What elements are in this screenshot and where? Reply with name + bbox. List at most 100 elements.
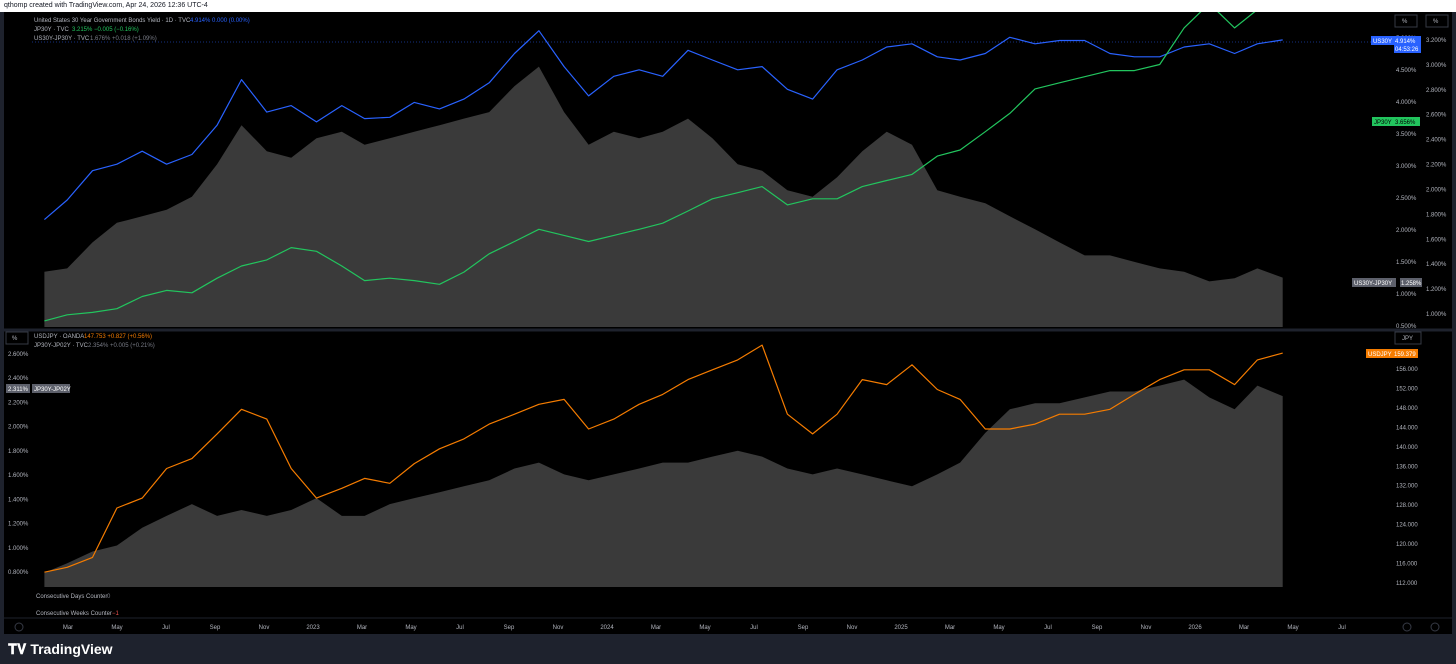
us30y-tag-value: 4.914% xyxy=(1395,39,1416,45)
bottom-scale-right-label: JPY xyxy=(1402,336,1413,342)
legend-usdjpy-value: 147.753 +0.827 (+0.56%) xyxy=(84,334,152,340)
settings-gear-icon[interactable] xyxy=(1430,622,1440,632)
legend-spread-value: 1.676% +0.018 (+1.09%) xyxy=(90,36,157,42)
jp30y-jp02y-area xyxy=(44,379,1283,587)
bottom-axis-left-tick: 2.000% xyxy=(8,425,29,431)
time-axis-tick: Jul xyxy=(1044,625,1052,631)
top-axis-outer-tick: 1.200% xyxy=(1426,287,1447,293)
jpspread-value-box xyxy=(6,384,30,393)
usdjpy-tag: USDJPY xyxy=(1368,352,1392,358)
bottom-axis-right-tick: 132.000 xyxy=(1396,484,1418,490)
top-axis-inner-tick: 2.500% xyxy=(1396,196,1417,202)
time-axis-tick: Nov xyxy=(259,625,270,631)
days-counter-value: 0 xyxy=(107,594,111,600)
time-axis-tick: May xyxy=(405,625,416,631)
weeks-counter-value: −1 xyxy=(112,611,120,617)
time-axis-tick: Jul xyxy=(162,625,170,631)
time-axis-tick: Mar xyxy=(1239,625,1249,631)
bottom-scale-left-label: % xyxy=(12,336,18,342)
bottom-axis-right-tick: 156.000 xyxy=(1396,367,1418,373)
us30y-tag: US30Y xyxy=(1373,39,1392,45)
us30y-countdown-box xyxy=(1394,45,1421,53)
time-axis-tick: 2024 xyxy=(600,625,614,631)
legend-jp30y-name: JP30Y · TVC xyxy=(34,27,69,33)
auto-scale-icon[interactable] xyxy=(1402,622,1412,632)
bottom-axis-left-tick: 1.000% xyxy=(8,546,29,552)
time-axis-tick: Mar xyxy=(945,625,955,631)
time-axis-tick: May xyxy=(993,625,1004,631)
time-axis-tick: Nov xyxy=(553,625,564,631)
us30y-jp30y-area xyxy=(44,66,1283,327)
time-axis-tick: Mar xyxy=(63,625,73,631)
time-axis-tick: 2025 xyxy=(894,625,908,631)
footer-bar: 𝐓𝐕 TradingView xyxy=(0,634,1456,664)
top-axis-outer[interactable]: 3.200% 3.000% 2.800% 2.600% 2.400% 2.200% 2.00… xyxy=(1426,38,1447,318)
top-axis-inner-tick: 2.000% xyxy=(1396,228,1417,234)
top-axis-outer-tick: 2.600% xyxy=(1426,113,1447,119)
spread-value-box xyxy=(1400,278,1422,287)
time-axis-tick: 2026 xyxy=(1188,625,1202,631)
line-layer xyxy=(44,12,1283,573)
bottom-axis-right[interactable]: 156.000 152.000 148.000 144.000 140.000 136.0… xyxy=(1396,367,1418,587)
bottom-legend: USDJPY · OANDA 147.753 +0.827 (+0.56%) J… xyxy=(34,334,155,349)
top-scale-button-inner[interactable] xyxy=(1394,14,1418,28)
top-axis-outer-tick: 1.600% xyxy=(1426,237,1447,243)
bottom-axis-right-tick: 120.000 xyxy=(1396,542,1418,548)
time-axis-tick: Sep xyxy=(798,625,809,631)
time-axis-tick: Sep xyxy=(504,625,515,631)
bottom-axis-right-tick: 140.000 xyxy=(1396,445,1418,451)
legend-jpspread-name: JP30Y-JP02Y · TVC xyxy=(34,343,89,349)
usdjpy-line xyxy=(44,344,1283,573)
top-legend: United States 30 Year Government Bonds Y… xyxy=(34,18,250,42)
bottom-axis-right-tick: 148.000 xyxy=(1396,406,1418,412)
time-axis-tick: Sep xyxy=(1092,625,1103,631)
top-axis-inner-tick: 0.500% xyxy=(1396,324,1417,330)
scale-buttons[interactable]: % % % JPY xyxy=(5,14,1449,345)
bottom-axis-left-tick: 0.800% xyxy=(8,570,29,576)
spread-tag: US30Y-JP30Y xyxy=(1354,281,1392,287)
bottom-scale-button-left[interactable] xyxy=(5,331,29,345)
top-axis-inner-tick: 4.500% xyxy=(1396,68,1417,74)
us30y-line xyxy=(44,30,1283,221)
time-axis-tick: Nov xyxy=(1141,625,1152,631)
legend-spread-name: US30Y-JP30Y · TVC xyxy=(34,36,90,42)
jp30y-tag: JP30Y xyxy=(1374,120,1392,126)
time-axis-tick: May xyxy=(111,625,122,631)
top-scale-button-outer[interactable] xyxy=(1425,14,1449,28)
chart-area[interactable]: United States 30 Year Government Bonds Y… xyxy=(4,12,1452,634)
legend-us30y-value: 4.914% 0.000 (0.00%) xyxy=(190,18,250,24)
time-axis[interactable]: Mar May Jul Sep Nov 2023 Mar May Jul Sep Nov 2024 Ma… xyxy=(63,625,1346,631)
time-axis-tick: Jul xyxy=(750,625,758,631)
jp30y-tag-value: 3.656% xyxy=(1395,120,1416,126)
top-axis-outer-tick: 2.000% xyxy=(1426,188,1447,194)
spread-tag-box xyxy=(1352,278,1396,287)
top-axis-inner-tick: 1.000% xyxy=(1396,292,1417,298)
time-axis-tick: Nov xyxy=(847,625,858,631)
bottom-scale-button-right[interactable] xyxy=(1394,331,1422,345)
top-axis-outer-tick: 2.400% xyxy=(1426,138,1447,144)
bottom-axis-right-tick: 128.000 xyxy=(1396,503,1418,509)
bottom-axis-right-tick: 144.000 xyxy=(1396,425,1418,431)
top-axis-inner-tick: 3.000% xyxy=(1396,164,1417,170)
tradingview-logo[interactable]: 𝐓𝐕 TradingView xyxy=(8,641,113,658)
bottom-axis-right-tick: 112.000 xyxy=(1396,581,1418,587)
time-axis-tick: Mar xyxy=(651,625,661,631)
legend-usdjpy-name: USDJPY · OANDA xyxy=(34,334,84,340)
goto-date-icon[interactable] xyxy=(14,622,24,632)
bottom-axis-left[interactable]: 2.600% 2.400% 2.200% 2.000% 1.800% 1.600% 1.40… xyxy=(8,352,29,576)
chart-svg[interactable]: United States 30 Year Government Bonds Y… xyxy=(4,12,1452,634)
bottom-axis-left-tick: 2.400% xyxy=(8,376,29,382)
jpspread-tag-value: 2.311% xyxy=(8,387,29,393)
brand-name: TradingView xyxy=(30,641,113,657)
time-axis-tick: May xyxy=(699,625,710,631)
days-counter-label: Consecutive Days Counter xyxy=(36,594,107,600)
bottom-axis-left-tick: 1.800% xyxy=(8,449,29,455)
tradingview-logo-icon: 𝐓𝐕 xyxy=(8,641,27,657)
top-axis-outer-tick: 3.200% xyxy=(1426,38,1447,44)
spread-tag-value: 1.258% xyxy=(1401,281,1422,287)
bottom-axis-left-tick: 2.600% xyxy=(8,352,29,358)
usdjpy-tag-box xyxy=(1366,349,1418,358)
legend-jpspread-value: 2.354% +0.005 (+0.21%) xyxy=(88,343,155,349)
bottom-price-tags: USDJPY 159.379 2.311% JP30Y-JP02Y xyxy=(6,349,1418,393)
